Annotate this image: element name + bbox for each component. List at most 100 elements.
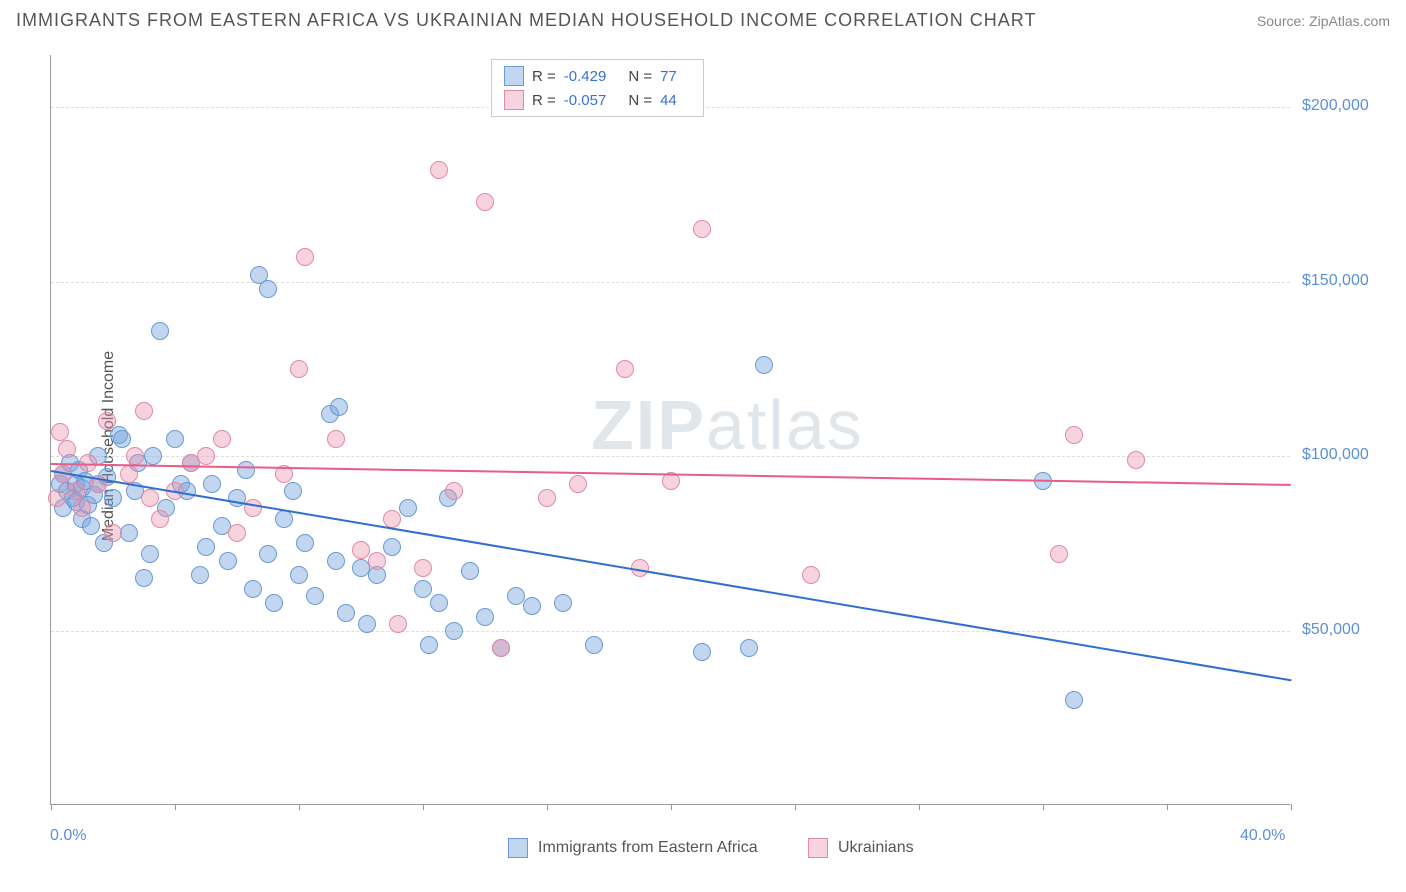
legend-r-value: -0.057 [564,92,607,109]
x-tick [671,804,672,810]
gridline [51,456,1290,457]
data-point-eastern_africa [330,398,348,416]
data-point-ukrainians [58,440,76,458]
data-point-ukrainians [51,423,69,441]
data-point-eastern_africa [476,608,494,626]
data-point-ukrainians [120,465,138,483]
x-tick [51,804,52,810]
legend-r-label: R = [532,68,556,85]
data-point-ukrainians [389,615,407,633]
x-axis-label: 40.0% [1240,827,1285,845]
y-tick-label: $150,000 [1302,272,1369,290]
data-point-ukrainians [48,489,66,507]
data-point-eastern_africa [203,475,221,493]
legend-n-label: N = [628,92,652,109]
legend-n-value: 44 [660,92,677,109]
data-point-eastern_africa [399,499,417,517]
data-point-eastern_africa [244,580,262,598]
data-point-eastern_africa [82,517,100,535]
data-point-eastern_africa [141,545,159,563]
data-point-ukrainians [296,248,314,266]
data-point-ukrainians [383,510,401,528]
data-point-eastern_africa [259,545,277,563]
legend-correlation: R =-0.429N =77R =-0.057N =44 [491,59,704,117]
y-tick-label: $100,000 [1302,446,1369,464]
data-point-ukrainians [126,447,144,465]
data-point-ukrainians [802,566,820,584]
data-point-eastern_africa [327,552,345,570]
x-tick [175,804,176,810]
data-point-eastern_africa [420,636,438,654]
x-tick [919,804,920,810]
data-point-eastern_africa [554,594,572,612]
data-point-eastern_africa [358,615,376,633]
x-tick [423,804,424,810]
data-point-ukrainians [414,559,432,577]
trend-line-eastern_africa [51,470,1291,681]
data-point-eastern_africa [104,489,122,507]
legend-r-value: -0.429 [564,68,607,85]
data-point-eastern_africa [135,569,153,587]
legend-row-ukrainians: R = -0.057 N = 44 [504,88,691,112]
data-point-eastern_africa [296,534,314,552]
data-point-eastern_africa [120,524,138,542]
data-point-ukrainians [151,510,169,528]
data-point-eastern_africa [219,552,237,570]
data-point-ukrainians [492,639,510,657]
data-point-ukrainians [228,524,246,542]
data-point-ukrainians [104,524,122,542]
data-point-eastern_africa [191,566,209,584]
scatter-plot-area: ZIPatlas R =-0.429N =77R =-0.057N =44 [50,55,1290,805]
data-point-eastern_africa [414,580,432,598]
data-point-eastern_africa [523,597,541,615]
legend-swatch [504,90,524,110]
y-tick-label: $200,000 [1302,97,1369,115]
legend-series-label: Ukrainians [838,839,914,857]
data-point-eastern_africa [144,447,162,465]
gridline [51,631,1290,632]
data-point-eastern_africa [290,566,308,584]
legend-swatch [504,66,524,86]
data-point-ukrainians [135,402,153,420]
data-point-ukrainians [693,220,711,238]
data-point-eastern_africa [166,430,184,448]
data-point-ukrainians [213,430,231,448]
data-point-eastern_africa [259,280,277,298]
x-axis-label: 0.0% [50,827,86,845]
data-point-eastern_africa [306,587,324,605]
x-tick [547,804,548,810]
legend-series-ukrainians: Ukrainians [808,838,914,858]
data-point-ukrainians [569,475,587,493]
data-point-ukrainians [98,412,116,430]
x-tick [1167,804,1168,810]
watermark: ZIPatlas [591,385,864,465]
x-tick [795,804,796,810]
data-point-ukrainians [73,499,91,517]
legend-r-label: R = [532,92,556,109]
data-point-ukrainians [616,360,634,378]
title-bar: IMMIGRANTS FROM EASTERN AFRICA VS UKRAIN… [16,10,1390,31]
legend-swatch [508,838,528,858]
x-tick [1043,804,1044,810]
data-point-eastern_africa [197,538,215,556]
watermark-light: atlas [706,386,864,464]
data-point-eastern_africa [383,538,401,556]
chart-title: IMMIGRANTS FROM EASTERN AFRICA VS UKRAIN… [16,10,1036,31]
data-point-ukrainians [327,430,345,448]
source-label: Source: ZipAtlas.com [1257,13,1390,29]
data-point-ukrainians [1050,545,1068,563]
legend-series-eastern_africa: Immigrants from Eastern Africa [508,838,758,858]
data-point-eastern_africa [445,622,463,640]
data-point-eastern_africa [740,639,758,657]
data-point-eastern_africa [693,643,711,661]
data-point-eastern_africa [265,594,283,612]
data-point-ukrainians [197,447,215,465]
y-tick-label: $50,000 [1302,621,1360,639]
data-point-ukrainians [141,489,159,507]
data-point-eastern_africa [755,356,773,374]
data-point-eastern_africa [585,636,603,654]
data-point-eastern_africa [337,604,355,622]
data-point-eastern_africa [113,430,131,448]
x-tick [299,804,300,810]
data-point-eastern_africa [1065,691,1083,709]
